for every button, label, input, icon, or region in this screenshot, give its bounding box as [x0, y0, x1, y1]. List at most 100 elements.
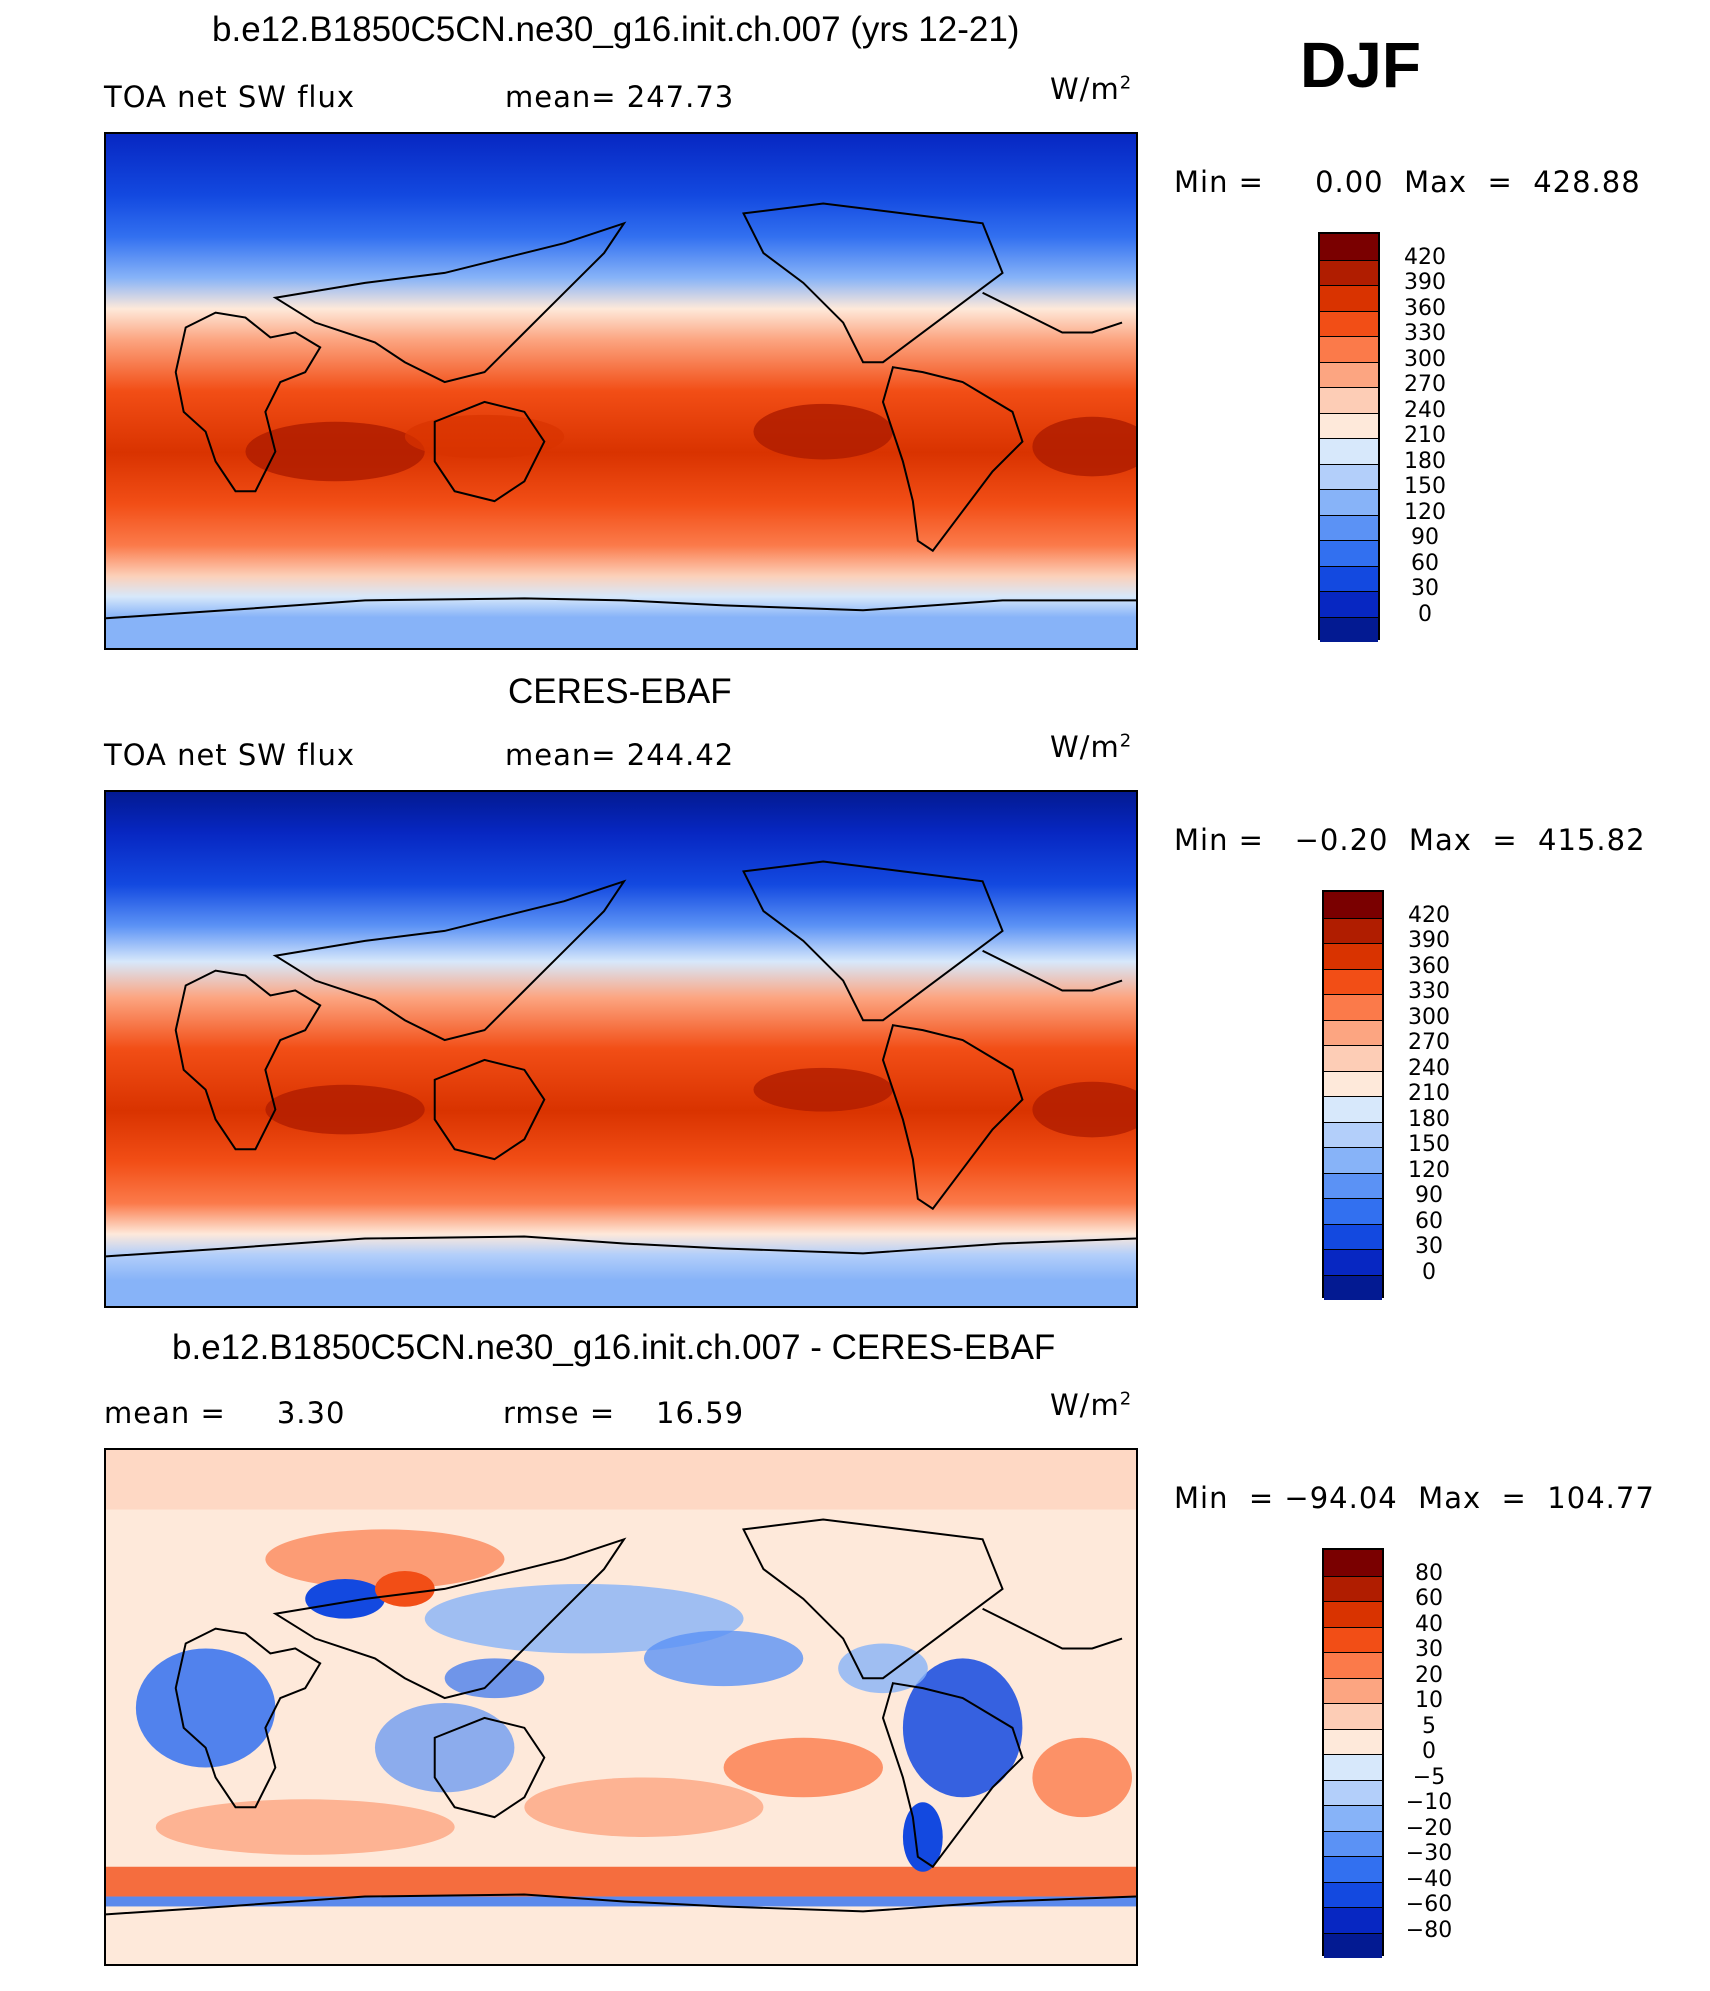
- season-label: DJF: [1300, 29, 1421, 101]
- colorbar-cell: [1324, 968, 1382, 994]
- colorbar-cell: [1324, 1652, 1382, 1678]
- colorbar-tick-label: 30: [1415, 1637, 1443, 1662]
- colorbar-tick-label: 0: [1422, 1259, 1436, 1285]
- colorbar-cell: [1324, 1881, 1382, 1907]
- colorbar-cell: [1324, 1198, 1382, 1224]
- colorbar-cell: [1324, 1677, 1382, 1703]
- colorbar-tick-label: 330: [1404, 321, 1446, 346]
- colorbar-tick-label: 360: [1408, 953, 1450, 979]
- colorbar-cell: [1324, 1575, 1382, 1601]
- colorbar-tick-label: 360: [1404, 295, 1446, 321]
- colorbar-tick-label: 120: [1404, 499, 1446, 525]
- colorbar-cell: [1320, 616, 1378, 642]
- colorbar-tick-label: 10: [1415, 1688, 1443, 1713]
- colorbar-cell: [1324, 1147, 1382, 1173]
- colorbar-tick-label: 80: [1415, 1560, 1443, 1586]
- colorbar-tick-label: 60: [1411, 550, 1439, 576]
- colorbar-tick-label: 390: [1404, 270, 1446, 295]
- colorbar-tick-label: 30: [1415, 1234, 1443, 1259]
- colorbar-cell: [1324, 943, 1382, 969]
- colorbar-tick-label: 0: [1418, 601, 1432, 627]
- panel-minmax: Min = −0.20 Max = 415.82: [1174, 823, 1646, 857]
- colorbar-cell: [1324, 1070, 1382, 1096]
- colorbar-cell: [1320, 259, 1378, 285]
- colorbar-tick-label: 90: [1411, 525, 1439, 550]
- panel-variable-label: TOA net SW flux: [104, 738, 356, 772]
- colorbar-cell: [1320, 234, 1378, 260]
- colorbar-tick-label: 150: [1408, 1132, 1450, 1157]
- colorbar-cell: [1324, 1856, 1382, 1882]
- colorbar-cell: [1320, 540, 1378, 566]
- panel-title-obs: CERES-EBAF: [508, 672, 732, 711]
- colorbar-tick-label: 210: [1404, 423, 1446, 448]
- colorbar-tick-label: 240: [1404, 397, 1446, 423]
- colorbar-tick-label: 20: [1415, 1662, 1443, 1688]
- colorbar-tick-label: −40: [1405, 1866, 1453, 1892]
- colorbar-tick-label: 30: [1411, 576, 1439, 601]
- colorbar-cell: [1324, 1601, 1382, 1627]
- colorbar-tick-label: −5: [1412, 1764, 1446, 1790]
- colorbar-cell: [1324, 917, 1382, 943]
- colorbar-cell: [1320, 387, 1378, 413]
- colorbar-tick-label: 420: [1408, 902, 1450, 928]
- panel-units: W/m2: [1050, 730, 1133, 764]
- map-model: [104, 132, 1138, 650]
- colorbar-cell: [1324, 1805, 1382, 1831]
- map-obs: [104, 790, 1138, 1308]
- panel-minmax: Min = 0.00 Max = 428.88: [1174, 165, 1641, 199]
- panel-mean-label: mean= 247.73: [505, 80, 735, 114]
- colorbar-tick-label: 90: [1415, 1183, 1443, 1208]
- colorbar-tick-label: 60: [1415, 1208, 1443, 1234]
- colorbar-cell: [1320, 565, 1378, 591]
- colorbar-cell: [1320, 412, 1378, 438]
- colorbar-tick-label: 270: [1408, 1030, 1450, 1055]
- colorbar-cell: [1324, 1249, 1382, 1275]
- colorbar-model: [1318, 232, 1380, 642]
- colorbar-tick-label: 180: [1408, 1106, 1450, 1132]
- colorbar-cell: [1320, 489, 1378, 515]
- colorbar-tick-label: −20: [1405, 1815, 1453, 1841]
- colorbar-tick-label: 300: [1404, 346, 1446, 372]
- colorbar-cell: [1320, 591, 1378, 617]
- colorbar-tick-label: 420: [1404, 244, 1446, 270]
- colorbar-cell: [1324, 1274, 1382, 1300]
- colorbar-tick-label: −80: [1405, 1917, 1453, 1943]
- colorbar-cell: [1324, 1907, 1382, 1933]
- colorbar-tick-label: −60: [1405, 1892, 1453, 1917]
- colorbar-tick-label: 0: [1422, 1739, 1436, 1764]
- colorbar-cell: [1320, 514, 1378, 540]
- colorbar-cell: [1324, 1223, 1382, 1249]
- colorbar-cell: [1324, 994, 1382, 1020]
- colorbar-tick-label: −30: [1405, 1841, 1453, 1866]
- colorbar-tick-label: 240: [1408, 1055, 1450, 1081]
- colorbar-tick-label: 180: [1404, 448, 1446, 474]
- colorbar-cell: [1320, 336, 1378, 362]
- panel-units: W/m2: [1050, 72, 1133, 106]
- panel-units: W/m2: [1050, 1388, 1133, 1422]
- colorbar-cell: [1324, 892, 1382, 918]
- panel-title-model: b.e12.B1850C5CN.ne30_g16.init.ch.007 (yr…: [212, 10, 1020, 49]
- colorbar-tick-label: 150: [1404, 474, 1446, 499]
- panel-minmax: Min = −94.04 Max = 104.77: [1174, 1481, 1655, 1515]
- colorbar-tick-label: 300: [1408, 1004, 1450, 1030]
- colorbar-cell: [1324, 1830, 1382, 1856]
- colorbar-cell: [1324, 1172, 1382, 1198]
- colorbar-obs: [1322, 890, 1384, 1300]
- colorbar-cell: [1324, 1703, 1382, 1729]
- panel-title-diff: b.e12.B1850C5CN.ne30_g16.init.ch.007 - C…: [172, 1328, 1056, 1367]
- colorbar-cell: [1324, 1096, 1382, 1122]
- colorbar-tick-label: 390: [1408, 928, 1450, 953]
- panel-mean-label: mean= 244.42: [505, 738, 735, 772]
- colorbar-cell: [1324, 1932, 1382, 1958]
- colorbar-cell: [1320, 463, 1378, 489]
- panel-mean-label: mean = 3.30: [104, 1396, 346, 1430]
- panel-rmse-label: rmse = 16.59: [503, 1396, 745, 1430]
- colorbar-tick-label: 60: [1415, 1586, 1443, 1611]
- colorbar-cell: [1324, 1626, 1382, 1652]
- panel-variable-label: TOA net SW flux: [104, 80, 356, 114]
- colorbar-cell: [1320, 285, 1378, 311]
- colorbar-cell: [1324, 1019, 1382, 1045]
- colorbar-cell: [1320, 361, 1378, 387]
- colorbar-tick-label: −10: [1405, 1790, 1453, 1815]
- colorbar-tick-label: 330: [1408, 979, 1450, 1004]
